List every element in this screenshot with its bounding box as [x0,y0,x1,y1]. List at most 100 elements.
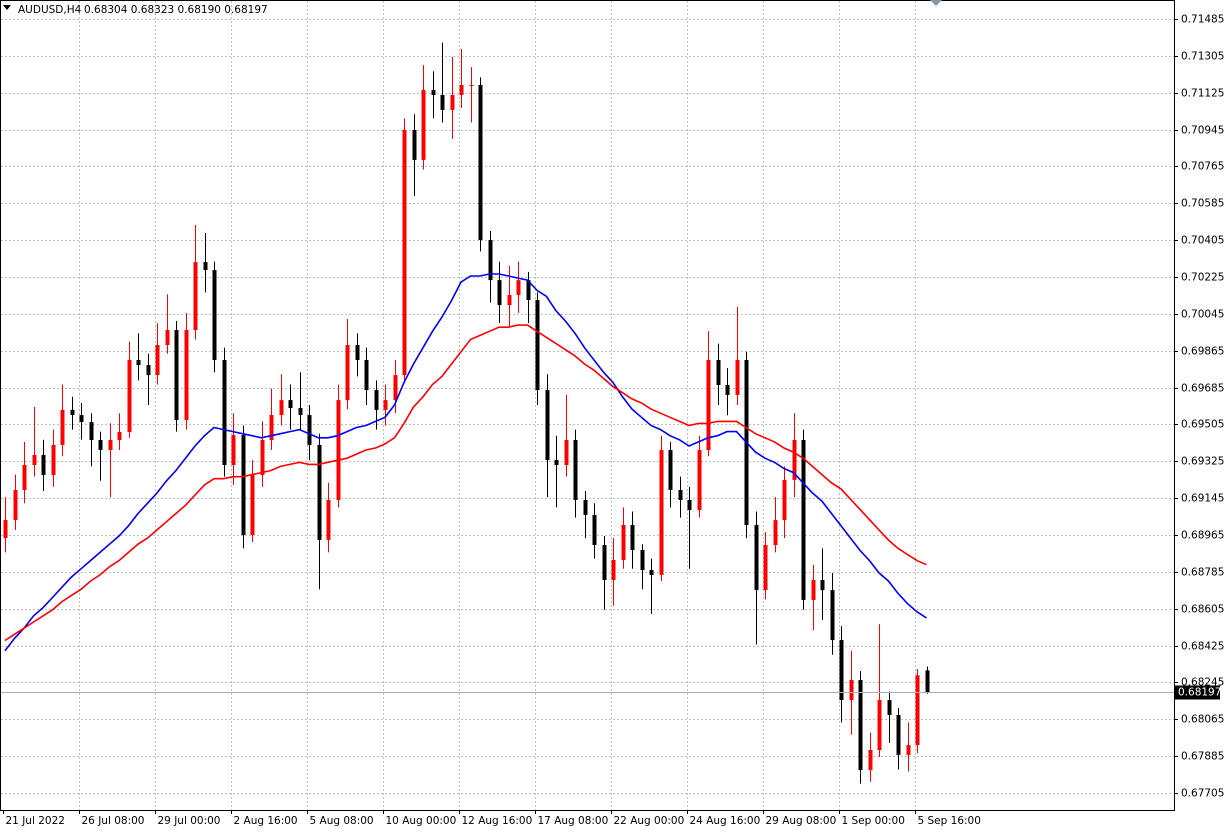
y-tick-label: 0.69505 [1181,419,1224,431]
candle-body [545,390,550,461]
candle-body [146,365,151,376]
last-price-label: 0.68197 [1178,687,1221,699]
candle-body [345,345,350,401]
candle-body [687,500,692,511]
candle-body [117,432,122,441]
candle-body [51,444,56,476]
candle-body [165,330,170,346]
candle-body [174,330,179,420]
candle-body [459,84,464,96]
y-tick-label: 0.70405 [1181,235,1224,247]
candle-body [127,359,132,433]
candle-body [269,415,274,441]
y-tick-label: 0.67885 [1181,751,1224,763]
candle-body [79,415,84,422]
candle-body [412,130,417,160]
candle-body [383,400,388,410]
candle-body [3,520,8,539]
y-tick-label: 0.69325 [1181,456,1224,468]
last-price-tag [1175,685,1220,700]
candle-body [801,440,806,600]
candle-body [326,500,331,540]
y-tick-label: 0.70585 [1181,198,1224,210]
candle-body [450,95,455,110]
candle-body [706,359,711,451]
moving-average [4,324,927,642]
plot [1,42,1174,784]
x-tick-label: 5 Aug 08:00 [310,815,374,827]
y-tick-label: 0.68605 [1181,604,1224,616]
candle-body [478,84,483,240]
candle-body [925,670,930,693]
y-tick-label: 0.71125 [1181,88,1224,100]
candle-body [849,679,854,701]
menu-arrow[interactable] [3,5,11,10]
candle-body [535,299,540,391]
candle-body [364,359,369,391]
candle-body [782,479,787,521]
candle-body [621,524,626,560]
candle-body [830,590,835,641]
candle-body [374,390,379,410]
candle-body [250,475,255,536]
candle-body [288,400,293,409]
moving-average [4,273,927,652]
candle-body [516,280,521,296]
y-tick-label: 0.69145 [1181,493,1224,505]
y-tick-label: 0.71485 [1181,14,1224,26]
candle-body [497,280,502,306]
candle-body [868,750,873,771]
grid [1,1,1174,810]
candle-body [792,440,797,480]
candle-body [469,84,474,86]
candle-body [421,90,426,160]
candle-body [820,580,825,591]
x-tick-label: 29 Aug 08:00 [766,815,837,827]
candle-body [763,545,768,591]
shift-marker [930,0,942,6]
y-tick-label: 0.70945 [1181,125,1224,137]
y-tick-label: 0.69685 [1181,383,1224,395]
candle-body [716,359,721,385]
symbol-title: AUDUSD,H4 [18,4,82,16]
ohlc-info: 0.68304 0.68323 0.68190 0.68197 [84,4,268,16]
candle-body [317,444,322,540]
candle-body [108,440,113,451]
candle-body [906,745,911,755]
x-tick-label: 2 Aug 16:00 [234,815,298,827]
candle-body [136,359,141,366]
candle-body [336,400,341,501]
candle-body [725,384,730,395]
candle-body [402,130,407,376]
candle-body [811,580,816,600]
candle-body [60,409,65,445]
candle-body [184,330,189,420]
candle-body [896,714,901,755]
candle-body [70,409,75,416]
candle-body [611,559,616,581]
candle-body [592,514,597,546]
y-tick-label: 0.68965 [1181,530,1224,542]
y-tick-label: 0.71305 [1181,51,1224,63]
candle-body [355,345,360,360]
candle-body [915,675,920,746]
candle-body [754,524,759,591]
candle-body [602,545,607,581]
y-tick-label: 0.67705 [1181,788,1224,800]
candle-body [41,454,46,476]
candle-body [212,270,217,360]
x-tick-label: 26 Jul 08:00 [82,815,145,827]
candle-body [488,239,493,281]
candle-body [858,679,863,771]
candle-body [32,454,37,465]
candle-body [640,549,645,571]
candle-body [630,524,635,550]
y-tick-label: 0.70045 [1181,309,1224,321]
candle-body [564,440,569,465]
x-tick-label: 12 Aug 16:00 [462,815,533,827]
candle-body [431,90,436,96]
candle-body [573,440,578,501]
x-tick-label: 17 Aug 08:00 [538,815,609,827]
